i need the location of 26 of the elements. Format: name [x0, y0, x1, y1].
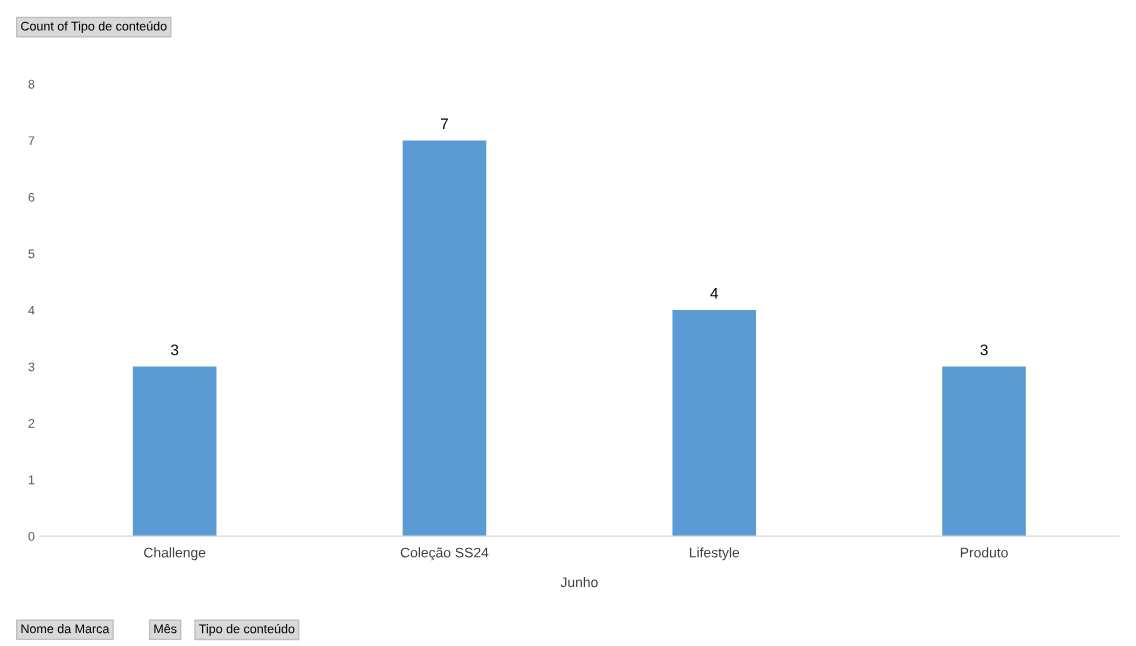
- y-tick-label: 4: [28, 306, 35, 315]
- x-axis-title: Junho: [560, 576, 598, 588]
- text: Count of Tipo de conteúdo: [21, 21, 167, 34]
- bar: [672, 310, 757, 537]
- y-tick-label: 1: [28, 475, 35, 485]
- y-tick-label: 5: [28, 249, 35, 259]
- text: Nome da Marca: [21, 624, 110, 634]
- y-tick-label: 3: [28, 362, 35, 372]
- y-tick-label: 6: [28, 192, 35, 202]
- data-label: 4: [710, 288, 719, 299]
- y-tick-label: 7: [28, 136, 35, 146]
- x-tick-label: Coleção SS24: [400, 547, 489, 561]
- data-label: 3: [980, 344, 988, 356]
- bar: [942, 366, 1026, 537]
- data-label: 3: [170, 344, 179, 356]
- y-tick-label: 8: [28, 79, 35, 89]
- x-tick-label: Challenge: [144, 547, 206, 561]
- data-label: 7: [441, 118, 448, 129]
- y-tick-label: 2: [28, 418, 35, 428]
- text: Mês: [154, 623, 177, 634]
- y-tick-label: 0: [28, 531, 35, 541]
- bar: [132, 366, 217, 537]
- x-tick-label: Produto: [960, 547, 1008, 558]
- text: Tipo de conteúdo: [199, 623, 295, 636]
- bar: [402, 140, 487, 537]
- x-tick-label: Lifestyle: [689, 547, 740, 561]
